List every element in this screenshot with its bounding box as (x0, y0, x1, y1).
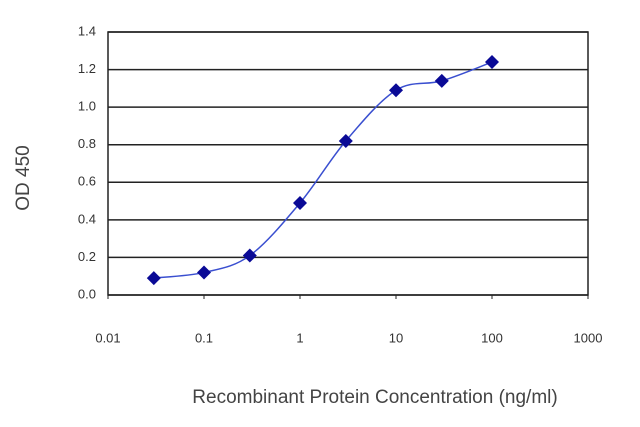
data-line (153, 61, 493, 279)
x-tick-label: 1000 (574, 330, 603, 345)
x-tick-label: 100 (481, 330, 503, 345)
x-tick-label: 10 (389, 330, 403, 345)
plot-area (107, 31, 589, 296)
x-tick-label: 1 (296, 330, 303, 345)
x-tick-label: 0.1 (195, 330, 213, 345)
y-axis-title: OD 450 (13, 145, 34, 210)
y-tick-label: 1.0 (78, 99, 96, 114)
data-point (146, 271, 161, 286)
data-point (485, 55, 499, 70)
y-tick-label: 0.8 (78, 136, 96, 151)
y-tick-label: 0.2 (78, 249, 96, 264)
x-tick-label: 0.01 (95, 330, 120, 345)
y-tick-label: 1.2 (78, 61, 96, 76)
y-tick-label: 0.4 (78, 211, 96, 226)
data-point (434, 73, 449, 88)
y-tick-label: 0.6 (78, 174, 96, 189)
data-point (197, 265, 211, 280)
data-point (293, 195, 307, 210)
data-point (338, 133, 353, 148)
y-tick-label: 0.0 (78, 286, 96, 301)
data-point (242, 248, 257, 263)
y-tick-label: 1.4 (78, 23, 96, 38)
x-axis-title: Recombinant Protein Concentration (ng/ml… (192, 387, 557, 408)
data-point (389, 83, 403, 98)
